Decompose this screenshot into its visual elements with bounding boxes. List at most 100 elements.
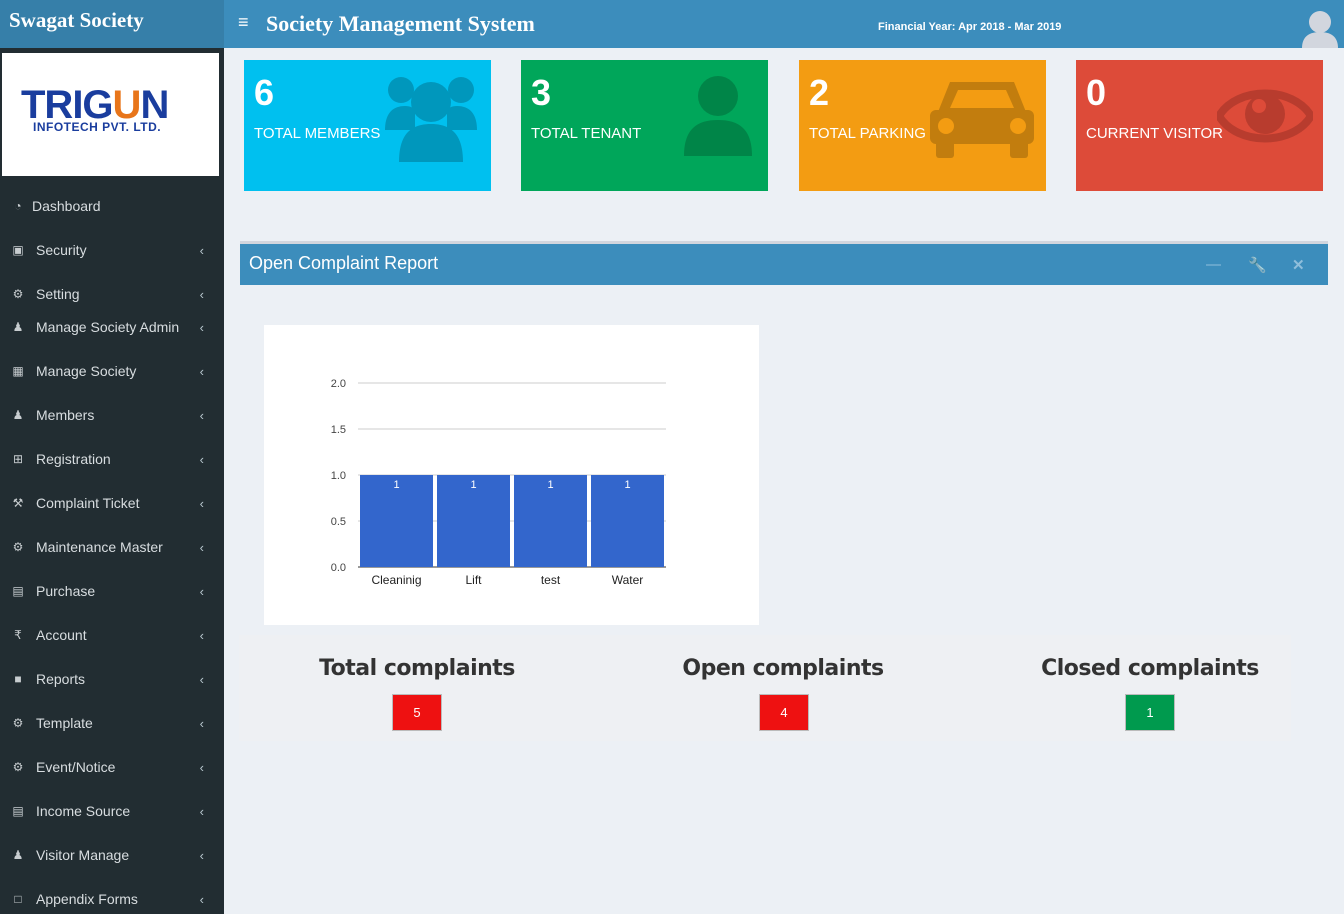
chevron-left-icon: ‹ xyxy=(199,759,204,775)
wrench-icon[interactable]: 🔧 xyxy=(1248,257,1267,274)
sidebar-item-manage-society[interactable]: ▦ Manage Society ‹ xyxy=(0,356,224,386)
gears-icon: ⚙ xyxy=(12,540,24,554)
sidebar-item-maintenance-master[interactable]: ⚙ Maintenance Master ‹ xyxy=(0,532,224,562)
closed-complaints-count[interactable]: 1 xyxy=(1125,694,1175,731)
minus-icon[interactable]: — xyxy=(1206,256,1221,273)
bar xyxy=(437,475,510,567)
lock-icon: ▣ xyxy=(12,243,24,257)
logo-main-text: TRIGUN xyxy=(21,83,169,127)
gears-icon: ⚙ xyxy=(12,287,24,301)
stat-box-total-members[interactable]: 6 TOTAL MEMBERS xyxy=(244,60,491,191)
users-icon xyxy=(385,77,477,162)
stat-label: TOTAL TENANT xyxy=(531,125,642,142)
sidebar-item-purchase[interactable]: ▤ Purchase ‹ xyxy=(0,576,224,606)
sidebar-item-appendix-forms[interactable]: □ Appendix Forms ‹ xyxy=(0,884,224,914)
sidebar-item-label: Appendix Forms xyxy=(36,891,138,907)
rupee-icon: ₹ xyxy=(14,628,22,642)
sidebar-item-label: Setting xyxy=(36,286,80,302)
sidebar-item-setting[interactable]: ⚙ Setting ‹ xyxy=(0,279,224,309)
complaints-summary: Total complaints 5 Open complaints 4 Clo… xyxy=(239,635,1291,741)
sidebar-item-members[interactable]: ♟ Members ‹ xyxy=(0,400,224,430)
close-icon[interactable]: ✕ xyxy=(1292,257,1305,274)
users-icon: ♟ xyxy=(12,320,24,334)
sidebar-item-label: Income Source xyxy=(36,803,131,819)
stat-value: 2 xyxy=(809,72,830,113)
stat-label: TOTAL PARKING xyxy=(809,125,926,142)
plus-square-icon: ⊞ xyxy=(12,452,24,466)
chevron-left-icon: ‹ xyxy=(199,803,204,819)
chevron-left-icon: ‹ xyxy=(199,319,204,335)
eye-icon xyxy=(1217,89,1313,143)
sidebar-item-label: Dashboard xyxy=(32,198,101,214)
building-icon: ▦ xyxy=(12,364,24,378)
y-tick-label: 0.0 xyxy=(331,562,346,574)
logo-sub-text: INFOTECH PVT. LTD. xyxy=(33,120,162,134)
pdf-file-icon: □ xyxy=(14,892,22,906)
brand-name[interactable]: Swagat Society xyxy=(0,0,224,48)
chevron-left-icon: ‹ xyxy=(199,715,204,731)
sidebar-item-label: Event/Notice xyxy=(36,759,116,775)
gears-icon: ⚙ xyxy=(12,760,24,774)
wrench-icon: ⚒ xyxy=(12,496,24,510)
chevron-left-icon: ‹ xyxy=(199,495,204,511)
complaint-chart-card: 0.0 0.5 1.0 1.5 2.0 1 Cleaninig 1 Lift 1 test 1 Wate… xyxy=(264,325,759,625)
open-complaint-panel-header: Open Complaint Report — 🔧 ✕ xyxy=(240,241,1328,285)
chevron-left-icon: ‹ xyxy=(199,671,204,687)
bar-data-label: 1 xyxy=(470,479,476,491)
stat-value: 3 xyxy=(531,72,552,113)
stat-box-total-parking[interactable]: 2 TOTAL PARKING xyxy=(799,60,1046,191)
user-icon xyxy=(684,76,752,156)
sidebar: Swagat Society TRIGUN INFOTECH PVT. LTD.… xyxy=(0,0,224,914)
open-complaint-bar-chart: 0.0 0.5 1.0 1.5 2.0 1 Cleaninig 1 Lift 1 test 1 Wate… xyxy=(331,378,666,587)
sidebar-item-registration[interactable]: ⊞ Registration ‹ xyxy=(0,444,224,474)
money-icon: ▤ xyxy=(12,804,24,818)
bar-data-label: 1 xyxy=(547,479,553,491)
sidebar-item-label: Template xyxy=(36,715,93,731)
sidebar-item-income-source[interactable]: ▤ Income Source ‹ xyxy=(0,796,224,826)
user-avatar-icon[interactable] xyxy=(1300,6,1340,48)
sidebar-item-label: Purchase xyxy=(36,583,96,599)
stat-value: 6 xyxy=(254,72,275,113)
company-logo: TRIGUN INFOTECH PVT. LTD. xyxy=(2,53,219,176)
sidebar-item-label: Maintenance Master xyxy=(36,539,163,555)
sidebar-item-account[interactable]: ₹ Account ‹ xyxy=(0,620,224,650)
y-tick-label: 2.0 xyxy=(331,378,346,390)
sidebar-item-label: Manage Society Admin xyxy=(36,319,180,335)
y-tick-label: 1.0 xyxy=(331,470,346,482)
sidebar-item-complaint-ticket[interactable]: ⚒ Complaint Ticket ‹ xyxy=(0,488,224,518)
sidebar-item-label: Registration xyxy=(36,451,111,467)
sidebar-item-visitor-manage[interactable]: ♟ Visitor Manage ‹ xyxy=(0,840,224,870)
top-header: ≡ Society Management System Financial Ye… xyxy=(224,0,1344,48)
hamburger-menu-icon[interactable]: ≡ xyxy=(238,12,249,32)
sidebar-item-template[interactable]: ⚙ Template ‹ xyxy=(0,708,224,738)
stat-box-total-tenant[interactable]: 3 TOTAL TENANT xyxy=(521,60,768,191)
chevron-left-icon: ‹ xyxy=(199,627,204,643)
closed-complaints-label: Closed complaints xyxy=(1041,656,1259,681)
open-complaints-count[interactable]: 4 xyxy=(759,694,809,731)
chevron-left-icon: ‹ xyxy=(199,242,204,258)
dashboard-icon: ◔ xyxy=(14,199,22,213)
sidebar-item-reports[interactable]: ■ Reports ‹ xyxy=(0,664,224,694)
panel-title: Open Complaint Report xyxy=(249,253,439,273)
financial-year: Financial Year: Apr 2018 - Mar 2019 xyxy=(878,21,1062,33)
sidebar-item-dashboard[interactable]: ◔ Dashboard xyxy=(0,191,224,221)
stat-box-current-visitor[interactable]: 0 CURRENT VISITOR xyxy=(1076,60,1323,191)
car-icon xyxy=(930,82,1034,158)
bar xyxy=(360,475,433,567)
chevron-left-icon: ‹ xyxy=(199,847,204,863)
sidebar-item-label: Visitor Manage xyxy=(36,847,130,863)
x-tick-label: Lift xyxy=(465,573,482,587)
gears-icon: ⚙ xyxy=(12,716,24,730)
x-tick-label: Water xyxy=(612,573,644,587)
chevron-left-icon: ‹ xyxy=(199,539,204,555)
y-tick-label: 1.5 xyxy=(331,424,346,436)
sidebar-item-event-notice[interactable]: ⚙ Event/Notice ‹ xyxy=(0,752,224,782)
users-icon: ♟ xyxy=(12,408,24,422)
y-tick-label: 0.5 xyxy=(331,516,346,528)
bar xyxy=(514,475,587,567)
stat-label: CURRENT VISITOR xyxy=(1086,125,1223,142)
total-complaints-count[interactable]: 5 xyxy=(392,694,442,731)
bar xyxy=(591,475,664,567)
sidebar-item-manage-society-admin[interactable]: ♟ Manage Society Admin ‹ xyxy=(0,312,224,342)
sidebar-item-security[interactable]: ▣ Security ‹ xyxy=(0,235,224,265)
